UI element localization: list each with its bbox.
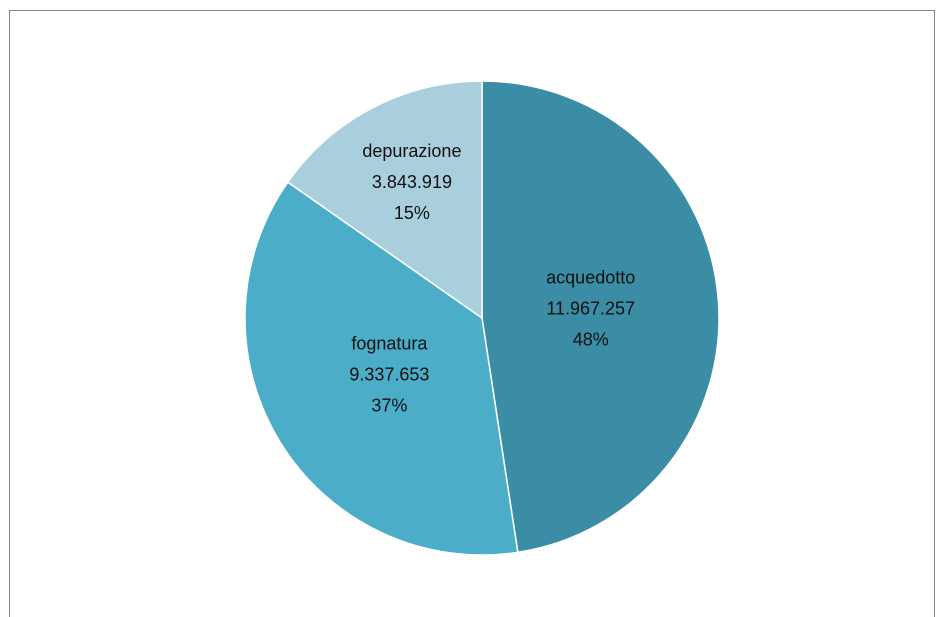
slice-category: acquedotto [546,267,635,287]
pie-slice [244,181,519,556]
pie-slice [481,80,720,554]
pie-slice [286,80,483,320]
slice-category: fognatura [351,333,428,353]
slice-value: 3.843.919 [372,172,452,192]
slice-value: 11.967.257 [546,298,635,318]
slice-percent: 48% [573,329,609,349]
slice-percent: 15% [394,203,430,223]
slice-percent: 37% [371,395,407,415]
slice-category: depurazione [362,141,461,161]
slice-value: 9.337.653 [349,364,429,384]
chart-frame [9,10,935,617]
